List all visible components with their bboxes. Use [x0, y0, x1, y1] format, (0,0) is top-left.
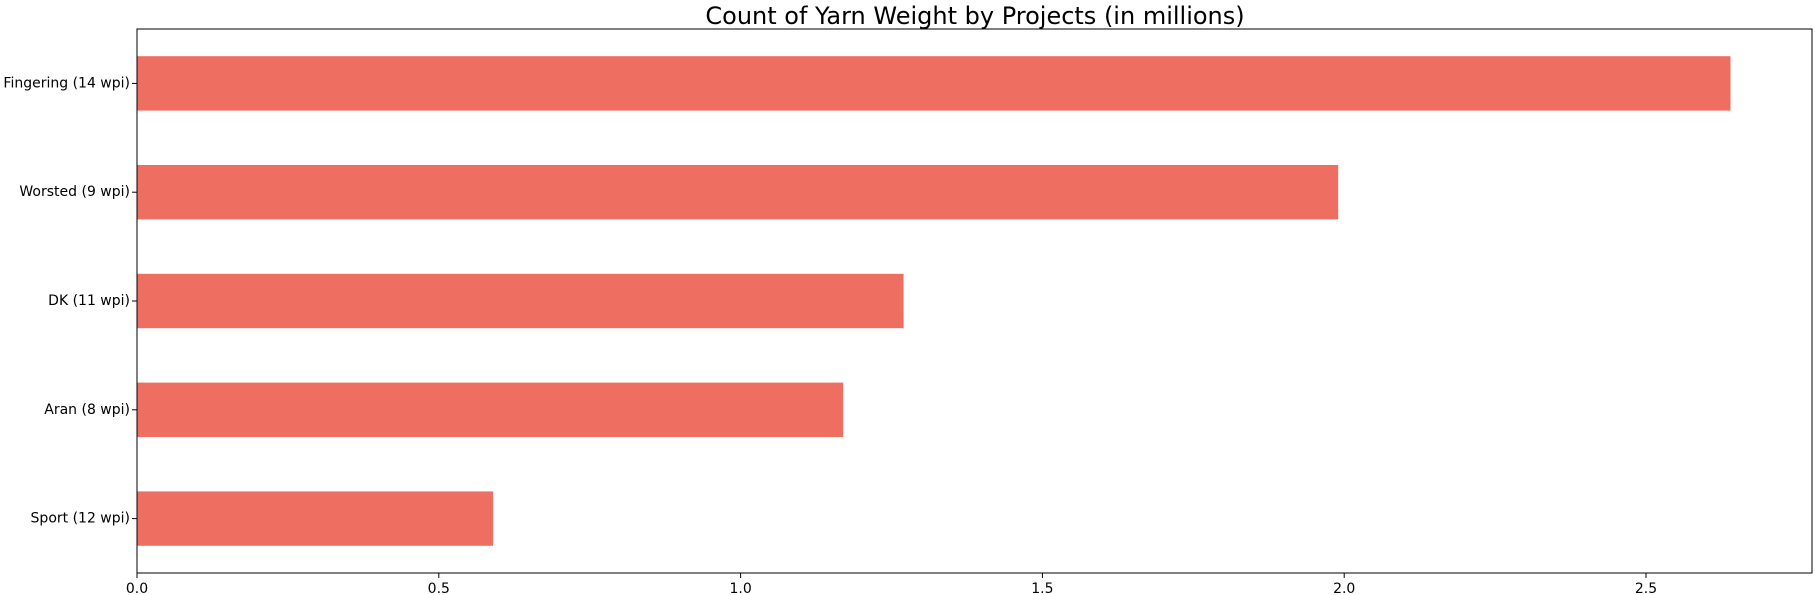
bar-aran-8-wpi: [137, 382, 844, 437]
bar-fingering-14-wpi: [137, 56, 1731, 111]
bar-worsted-9-wpi: [137, 165, 1339, 220]
x-tick-label: 2.0: [1333, 581, 1355, 595]
y-tick-label: Sport (12 wpi): [31, 511, 130, 527]
y-tick-label: Aran (8 wpi): [44, 402, 130, 418]
y-tick-label: DK (11 wpi): [48, 293, 130, 309]
bars-layer: [137, 56, 1731, 546]
x-tick-label: 0.0: [126, 581, 148, 595]
y-tick-label: Worsted (9 wpi): [19, 184, 130, 200]
chart-title: Count of Yarn Weight by Projects (in mil…: [705, 2, 1244, 30]
axes-layer: Fingering (14 wpi) Worsted (9 wpi) DK (11 …: [3, 28, 1813, 595]
x-tick-label: 2.5: [1635, 581, 1657, 595]
x-tick-label: 1.0: [729, 581, 751, 595]
x-tick-label: 0.5: [428, 581, 450, 595]
plot-frame: [136, 28, 1813, 574]
x-tick-label: 1.5: [1031, 581, 1053, 595]
bar-sport-12-wpi: [137, 491, 494, 546]
y-tick-label: Fingering (14 wpi): [3, 75, 130, 91]
bar-dk-11-wpi: [137, 273, 904, 329]
